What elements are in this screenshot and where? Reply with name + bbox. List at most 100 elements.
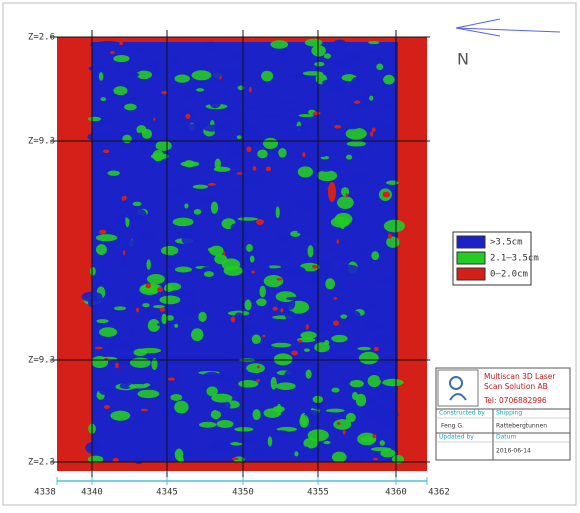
texture [252,447,264,456]
texture [192,270,204,273]
texture [369,363,381,375]
texture [227,438,232,442]
texture [170,188,183,194]
texture [251,271,255,274]
texture [295,125,314,129]
texture [377,391,393,400]
legend-label: >3.5cm [490,238,523,248]
texture [343,430,346,435]
texture [124,238,134,250]
texture [253,409,261,420]
texture [299,156,309,168]
texture [100,267,104,280]
company: Scan Solution AB [484,382,548,391]
texture [256,379,260,382]
texture [298,139,306,146]
texture [256,298,266,306]
texture [288,209,293,215]
texture [375,124,396,136]
texture [123,72,140,77]
texture [134,456,143,464]
texture [162,451,175,462]
texture [346,155,352,160]
texture [139,348,161,354]
texture [364,86,368,98]
texture [205,42,217,53]
texture [116,132,127,135]
texture [306,324,309,329]
texture [352,392,358,400]
texture [383,75,394,85]
texture [153,150,164,162]
texture [360,247,368,256]
texture [322,79,337,85]
texture [95,133,112,145]
texture [113,458,119,462]
texture [110,51,115,54]
texture [382,379,403,386]
texture [272,307,277,311]
texture [264,114,281,119]
texture [223,91,227,103]
texture [246,176,264,184]
texture [262,335,265,338]
texture [337,196,354,209]
texture [238,217,258,221]
texture [346,128,367,140]
texture [238,144,247,147]
texture [284,371,292,380]
texture [203,125,221,132]
texture [157,323,164,326]
texture [386,180,399,184]
texture [376,410,395,414]
texture [192,70,212,80]
texture [142,129,152,139]
texture [217,420,234,428]
texture [324,247,340,251]
y-label: Z=2.6 [28,33,55,43]
texture [371,447,391,451]
texture [379,417,392,426]
texture [215,158,221,169]
texture [251,325,261,335]
texture [332,452,347,463]
texture [285,311,295,321]
texture [334,40,345,45]
texture [368,139,373,151]
texture [99,72,104,81]
texture [132,48,144,53]
texture [268,436,273,446]
texture [208,183,216,186]
texture [375,279,383,284]
texture [356,332,362,342]
texture [351,77,362,89]
texture [286,297,305,301]
texture [222,107,235,116]
texture [359,352,379,365]
texture [281,50,289,63]
texture [266,166,271,171]
texture [334,125,341,129]
texture [204,271,214,277]
texture [232,458,238,461]
texture [156,141,172,151]
texture [333,320,339,326]
texture [299,415,309,428]
legend-label: 0–2.0cm [490,270,528,280]
texture [331,217,350,228]
texture [120,257,126,267]
phone: Tel: 0706882996 [483,396,547,405]
texture [193,185,209,189]
texture [247,106,262,109]
x-label: 4340 [81,488,103,498]
texture [123,196,127,200]
texture [297,230,310,234]
page: N >3.5cm 2.1–3.5cm 0–2.0cm Multiscan 3D … [0,0,580,509]
texture [230,223,247,233]
texture [340,314,347,318]
texture [350,380,364,388]
texture [196,88,204,91]
texture [116,64,122,69]
texture [237,135,242,139]
texture [117,342,133,351]
